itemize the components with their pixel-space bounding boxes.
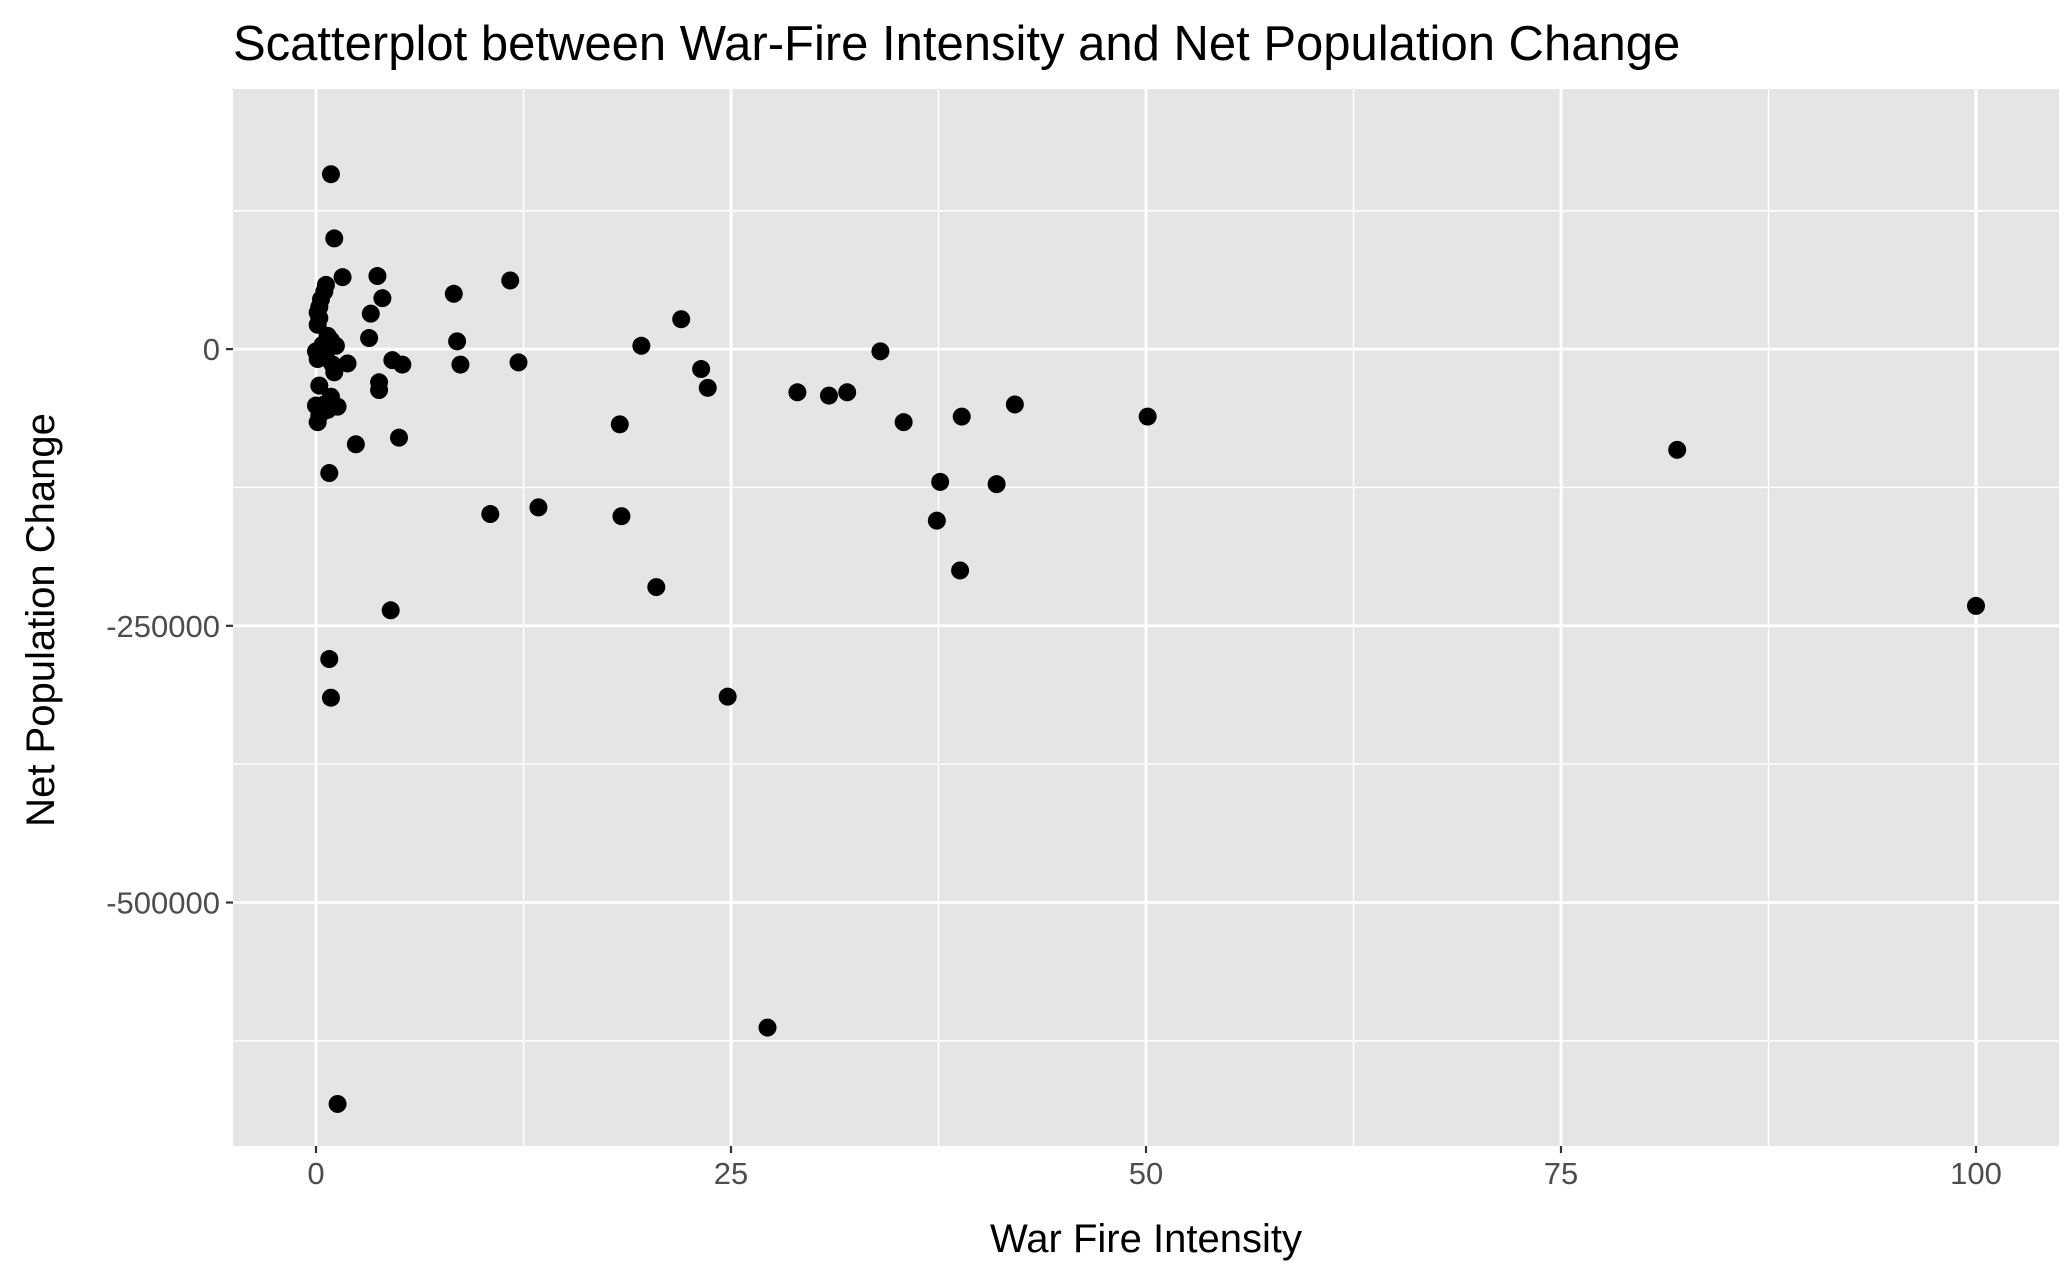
data-point	[325, 363, 344, 382]
data-point	[481, 505, 500, 524]
data-points	[307, 165, 1985, 1113]
y-tick-label: 0	[203, 332, 220, 367]
data-point	[321, 165, 340, 184]
data-point	[346, 435, 365, 454]
grid-major	[233, 89, 2059, 1146]
data-point	[448, 332, 467, 351]
data-point	[931, 472, 950, 491]
data-point	[368, 267, 387, 286]
x-axis-title: War Fire Intensity	[990, 1217, 1302, 1261]
data-point	[612, 507, 631, 526]
data-point	[987, 475, 1006, 494]
y-axis-title: Net Population Change	[19, 413, 63, 827]
data-point	[951, 561, 970, 580]
data-point	[698, 378, 717, 397]
data-point	[373, 289, 392, 308]
data-point	[1005, 395, 1024, 414]
y-tick-label: -500000	[106, 886, 220, 921]
data-point	[338, 354, 357, 373]
data-point	[360, 329, 379, 348]
data-point	[320, 650, 339, 669]
data-point	[310, 376, 329, 395]
data-point	[326, 336, 345, 355]
data-point	[320, 464, 339, 483]
data-point	[838, 383, 857, 402]
data-point	[325, 229, 344, 248]
x-tick-label: 50	[1129, 1156, 1163, 1191]
data-point	[718, 687, 737, 706]
data-point	[871, 342, 890, 361]
data-point	[328, 1094, 347, 1113]
data-point	[370, 381, 389, 400]
data-point	[1967, 596, 1985, 615]
x-axis-ticks: 0 25 50 75 100	[307, 1146, 2002, 1191]
data-point	[451, 355, 470, 374]
data-point	[529, 498, 548, 517]
x-tick-label: 75	[1544, 1156, 1578, 1191]
data-point	[501, 271, 520, 290]
data-point	[393, 355, 412, 374]
data-point	[610, 415, 629, 434]
data-point	[692, 360, 711, 379]
data-point	[894, 413, 913, 432]
x-tick-label: 0	[307, 1156, 324, 1191]
data-point	[381, 601, 400, 620]
data-point	[632, 336, 651, 355]
chart-title: Scatterplot between War-Fire Intensity a…	[233, 17, 1680, 71]
data-point	[647, 578, 666, 597]
data-point	[819, 386, 838, 405]
data-point	[333, 268, 352, 287]
y-tick-label: -250000	[106, 609, 220, 644]
data-point	[321, 688, 340, 707]
data-point	[758, 1018, 777, 1037]
y-axis-ticks: 0 -250000 -500000	[106, 332, 233, 921]
data-point	[509, 353, 528, 372]
data-point	[444, 284, 463, 303]
x-tick-label: 100	[1950, 1156, 2002, 1191]
data-point	[390, 428, 408, 447]
data-point	[308, 413, 327, 432]
data-point	[672, 310, 691, 329]
x-tick-label: 25	[714, 1156, 748, 1191]
data-point	[1138, 407, 1157, 426]
data-point	[788, 383, 807, 402]
data-point	[361, 304, 380, 323]
data-point	[927, 511, 946, 530]
data-point	[952, 407, 971, 426]
data-point	[1668, 440, 1687, 459]
